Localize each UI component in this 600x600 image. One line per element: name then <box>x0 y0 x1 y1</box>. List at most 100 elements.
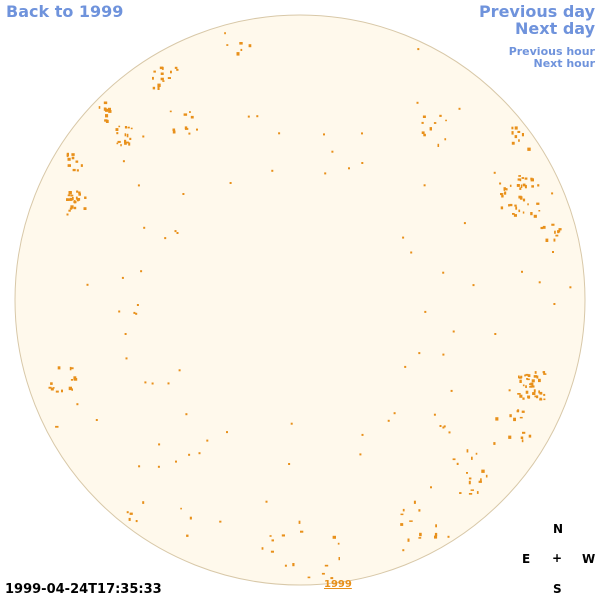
feature-marker <box>418 352 421 355</box>
feature-marker <box>519 379 522 383</box>
feature-marker <box>533 389 536 393</box>
feature-marker <box>248 44 252 48</box>
feature-marker <box>435 524 437 528</box>
feature-marker <box>175 460 177 463</box>
feature-marker <box>118 310 121 313</box>
feature-marker <box>124 142 127 145</box>
feature-marker <box>240 48 243 51</box>
feature-marker <box>430 486 432 489</box>
next-hour-link[interactable]: Next hour <box>533 57 596 70</box>
feature-marker <box>236 52 240 56</box>
feature-marker <box>527 378 530 381</box>
feature-marker <box>69 366 72 371</box>
feature-marker <box>219 520 222 523</box>
feature-marker <box>167 382 170 385</box>
feature-marker <box>518 175 521 177</box>
feature-marker <box>402 549 405 552</box>
feature-marker <box>137 184 140 187</box>
compass-north-label: N <box>553 522 564 536</box>
feature-marker <box>558 228 562 231</box>
feature-marker <box>552 251 554 253</box>
feature-marker <box>157 83 161 87</box>
feature-marker <box>536 375 539 379</box>
year-link[interactable]: 1999 <box>324 579 352 590</box>
feature-marker <box>493 171 496 174</box>
feature-marker <box>182 193 185 195</box>
feature-marker <box>553 238 556 242</box>
feature-marker <box>321 572 325 575</box>
back-to-year-link[interactable]: Back to 1999 <box>6 2 124 21</box>
feature-marker <box>539 397 542 401</box>
feature-marker <box>105 119 109 123</box>
feature-marker <box>361 132 363 135</box>
feature-marker <box>456 462 459 465</box>
feature-marker <box>126 133 129 138</box>
feature-marker <box>508 435 512 439</box>
next-day-link[interactable]: Next day <box>515 19 595 38</box>
feature-marker <box>300 530 304 533</box>
feature-marker <box>410 251 413 254</box>
compass-center-icon: + <box>552 551 563 565</box>
feature-marker <box>338 557 340 561</box>
feature-marker <box>524 374 526 377</box>
feature-marker <box>70 205 74 209</box>
feature-marker <box>57 366 61 370</box>
previous-hour-link[interactable]: Previous hour <box>508 45 595 58</box>
feature-marker <box>76 403 79 406</box>
feature-marker <box>278 132 281 135</box>
compass-east-label: E <box>522 552 531 566</box>
feature-marker <box>537 184 540 187</box>
feature-marker <box>84 196 87 199</box>
feature-marker <box>551 192 554 195</box>
feature-marker <box>189 516 192 520</box>
feature-marker <box>265 500 268 503</box>
feature-marker <box>281 534 285 537</box>
feature-marker <box>519 416 523 419</box>
feature-marker <box>466 472 468 474</box>
feature-marker <box>136 304 139 306</box>
feature-marker <box>522 198 526 202</box>
feature-marker <box>271 539 274 542</box>
feature-marker <box>324 172 327 175</box>
feature-marker <box>434 532 438 536</box>
feature-marker <box>70 194 74 197</box>
feature-marker <box>538 378 541 383</box>
feature-marker <box>284 564 287 567</box>
feature-marker <box>176 68 179 71</box>
feature-marker <box>521 270 523 273</box>
feature-marker <box>128 517 131 521</box>
feature-marker <box>226 44 229 46</box>
feature-marker <box>522 431 526 434</box>
feature-marker <box>129 137 132 140</box>
feature-marker <box>539 391 543 395</box>
feature-marker <box>442 426 445 429</box>
feature-marker <box>323 133 325 136</box>
feature-marker <box>463 222 466 225</box>
feature-marker <box>557 230 561 233</box>
feature-marker <box>68 191 72 195</box>
feature-marker <box>418 509 421 512</box>
feature-marker <box>78 193 81 196</box>
feature-marker <box>330 577 334 580</box>
feature-marker <box>470 489 474 491</box>
feature-marker <box>423 133 426 137</box>
feature-marker <box>517 409 520 412</box>
feature-marker <box>538 281 541 284</box>
feature-marker <box>105 114 109 118</box>
feature-marker <box>531 385 535 388</box>
feature-marker <box>176 232 179 234</box>
feature-marker <box>553 303 556 305</box>
previous-day-link[interactable]: Previous day <box>478 2 595 21</box>
feature-marker <box>503 187 506 190</box>
feature-marker <box>143 226 146 229</box>
compass-west-label: W <box>582 552 596 566</box>
feature-marker <box>495 417 499 421</box>
feature-marker <box>531 379 535 383</box>
feature-marker <box>68 209 71 212</box>
feature-marker <box>108 110 112 113</box>
feature-marker <box>433 122 437 124</box>
compass-south-label: S <box>553 582 562 596</box>
feature-marker <box>509 414 512 418</box>
feature-marker <box>324 564 329 567</box>
